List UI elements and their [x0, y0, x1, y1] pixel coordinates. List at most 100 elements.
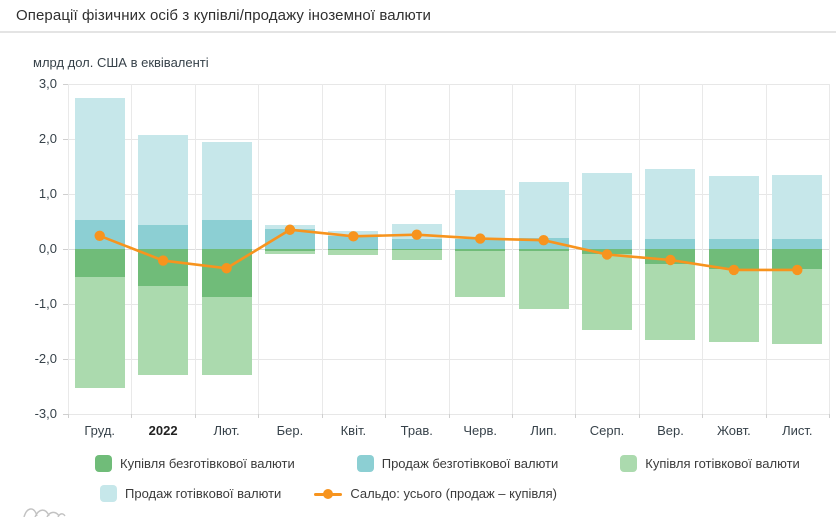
x-axis-label: Лют.: [213, 423, 240, 438]
saldo-marker[interactable]: Сальдо: усього (продаж – купівля) (Бер.)…: [284, 224, 296, 235]
gridline-vertical: [638, 84, 640, 414]
bar-segment[interactable]: [518, 249, 569, 252]
x-axis-tick: [258, 414, 260, 418]
x-axis-label: 2022: [148, 423, 178, 438]
bar-segment[interactable]: [201, 296, 252, 375]
legend-item[interactable]: Купівля безготівкової валюти: [95, 455, 295, 472]
legend-swatch-icon: [95, 455, 112, 472]
bar-segment[interactable]: [708, 249, 759, 269]
bar-segment[interactable]: [201, 142, 252, 220]
x-axis-tick: [765, 414, 767, 418]
bar-segment[interactable]: [645, 263, 696, 340]
legend-item[interactable]: Сальдо: усього (продаж – купівля): [314, 486, 557, 501]
x-axis-tick: [385, 414, 387, 418]
bar-segment[interactable]: [455, 239, 506, 249]
gridline-vertical: [321, 84, 323, 414]
x-axis-tick: [829, 414, 830, 418]
y-axis-tick: [63, 304, 68, 305]
bar-segment[interactable]: [455, 249, 506, 251]
bar-segment[interactable]: [74, 97, 125, 221]
bar-segment[interactable]: [455, 190, 506, 240]
plot-area: 3,0 2,0 1,0 0,0 -1,0 -2,0 -3,0 Сальдо: усього (…: [35, 76, 830, 421]
saldo-marker[interactable]: Сальдо: усього (продаж – купівля) (Лют.)…: [221, 263, 232, 274]
bar-segment[interactable]: [328, 249, 379, 251]
x-axis-label: Вер.: [657, 423, 684, 438]
x-axis-tick: [68, 414, 69, 418]
bar-segment[interactable]: [645, 239, 696, 249]
saldo-marker[interactable]: Сальдо: усього (продаж – купівля) (Груд.…: [94, 230, 105, 241]
bar-segment[interactable]: [772, 249, 823, 269]
legend-item[interactable]: Купівля готівкової валюти: [620, 455, 800, 472]
x-axis-label: Лип.: [530, 423, 557, 438]
bar-segment[interactable]: [708, 268, 759, 343]
saldo-marker[interactable]: Сальдо: усього (продаж – купівля) (Жовт.…: [728, 264, 740, 276]
saldo-marker[interactable]: Сальдо: усього (продаж – купівля) (Вер.)…: [665, 254, 676, 266]
legend-item[interactable]: Продаж безготівкової валюти: [356, 455, 559, 472]
bar-segment[interactable]: [708, 176, 759, 240]
x-axis-label: Жовт.: [716, 423, 751, 438]
y-axis-tick: [63, 249, 68, 250]
bar-segment[interactable]: [645, 169, 696, 240]
y-axis-tick-label: 2,0: [38, 131, 57, 146]
bar-segment[interactable]: [391, 239, 442, 249]
legend-label: Продаж безготівкової валюти: [381, 456, 559, 471]
bar-segment[interactable]: [391, 250, 442, 260]
y-axis-tick-label: -3,0: [34, 406, 57, 421]
y-axis-tick-label: 1,0: [38, 186, 57, 201]
x-axis-tick: [702, 414, 704, 418]
bar-segment[interactable]: [518, 251, 569, 309]
bar-segment[interactable]: [138, 134, 189, 226]
x-axis-labels: Груд. 2022 Лют. Бер. Квіт. Трав. Черв. Лип. Серп…: [68, 423, 829, 441]
x-axis-label: Лист.: [782, 423, 813, 438]
bar-segment[interactable]: [201, 219, 252, 249]
bar-segment[interactable]: [138, 285, 189, 376]
bar-segment[interactable]: [772, 268, 823, 345]
saldo-marker[interactable]: Сальдо: усього (продаж – купівля) (Серп.…: [601, 249, 613, 260]
gridline-vertical: [194, 84, 196, 414]
saldo-marker[interactable]: Сальдо: усього (продаж – купівля) (Квіт.…: [348, 231, 359, 242]
x-axis-label: Квіт.: [340, 423, 367, 438]
legend-row: Купівля безготівкової валюти Продаж безго…: [95, 455, 815, 472]
bar-segment[interactable]: [391, 249, 442, 251]
bar-segment[interactable]: [264, 250, 315, 255]
bar-segment[interactable]: [582, 239, 633, 249]
gridline-vertical: [68, 84, 69, 414]
saldo-marker[interactable]: Сальдо: усього (продаж – купівля) (2022)…: [157, 255, 169, 266]
bar-segment[interactable]: [582, 173, 633, 240]
bar-segment[interactable]: [455, 250, 506, 298]
y-axis-tick: [63, 139, 68, 140]
bar-segment[interactable]: [772, 238, 823, 249]
saldo-marker[interactable]: Сальдо: усього (продаж – купівля) (Черв.…: [475, 233, 486, 244]
gridline-vertical: [702, 84, 704, 414]
bar-segment[interactable]: [582, 253, 633, 330]
y-axis-tick: [63, 359, 68, 360]
bar-segment[interactable]: [518, 181, 569, 238]
gridline-vertical: [385, 84, 387, 414]
bar-segment[interactable]: [264, 229, 315, 249]
saldo-marker[interactable]: Сальдо: усього (продаж – купівля) (Лип.)…: [538, 235, 549, 246]
legend-row: Продаж готівкової валюти Сальдо: усього (…: [100, 485, 815, 502]
bar-segment[interactable]: [138, 225, 189, 249]
y-axis-tick-label: -2,0: [34, 351, 57, 366]
bar-segment[interactable]: [328, 235, 379, 249]
x-axis-label: Груд.: [84, 423, 116, 438]
legend-swatch-icon: [620, 455, 638, 472]
x-axis-label: Черв.: [463, 423, 498, 438]
gridline-vertical: [829, 84, 830, 414]
gridline-vertical: [511, 84, 513, 414]
x-axis-label: Серп.: [589, 423, 625, 438]
gridline-vertical: [765, 84, 767, 414]
bar-segment[interactable]: [264, 249, 315, 251]
bar-segment[interactable]: [772, 174, 823, 239]
bar-segment[interactable]: [74, 249, 125, 277]
bar-segment[interactable]: [74, 276, 125, 389]
saldo-marker[interactable]: Сальдо: усього (продаж – купівля) (Трав.…: [411, 229, 422, 240]
saldo-line-path: [99, 228, 798, 272]
bar-segment[interactable]: [708, 239, 759, 249]
bar-segment[interactable]: [328, 250, 379, 256]
legend-item[interactable]: Продаж готівкової валюти: [100, 485, 281, 502]
saldo-marker[interactable]: Сальдо: усього (продаж – купівля) (Лист.…: [792, 264, 803, 276]
x-axis-tick: [511, 414, 513, 418]
legend-swatch-icon: [100, 485, 117, 502]
